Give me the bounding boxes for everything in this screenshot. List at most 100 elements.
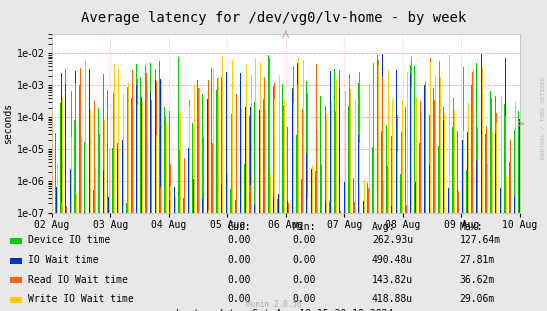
Bar <box>121 148 123 213</box>
Bar <box>515 102 516 213</box>
Bar <box>132 70 133 213</box>
Bar <box>354 202 355 213</box>
Bar <box>406 72 408 213</box>
Bar <box>273 86 274 213</box>
Text: 0.00: 0.00 <box>293 275 316 285</box>
Bar <box>268 55 269 213</box>
Bar <box>225 114 226 213</box>
Bar <box>123 94 124 213</box>
Bar <box>472 120 473 213</box>
Bar <box>216 90 217 213</box>
Bar <box>241 108 242 213</box>
Bar <box>359 72 360 213</box>
Bar <box>515 115 516 213</box>
Bar <box>463 67 464 213</box>
Bar <box>236 95 237 213</box>
Bar <box>321 164 322 213</box>
Bar <box>411 57 412 213</box>
Bar <box>118 86 119 213</box>
Bar <box>387 166 388 213</box>
Bar <box>79 85 80 213</box>
Bar <box>113 128 114 213</box>
Bar <box>416 97 417 213</box>
Bar <box>397 115 398 213</box>
Bar <box>311 169 312 213</box>
Bar <box>250 185 251 213</box>
Bar <box>444 131 445 213</box>
Y-axis label: seconds: seconds <box>3 103 13 144</box>
Bar <box>429 165 430 213</box>
Bar <box>462 140 463 213</box>
Bar <box>188 148 189 213</box>
Bar <box>81 136 82 213</box>
Bar <box>317 130 318 213</box>
Bar <box>296 135 297 213</box>
Bar <box>222 108 223 213</box>
Bar <box>85 59 86 213</box>
Bar <box>98 183 100 213</box>
Bar <box>255 94 256 213</box>
Bar <box>128 83 129 213</box>
Bar <box>468 103 469 213</box>
Bar <box>254 102 255 213</box>
Bar <box>425 82 426 213</box>
Bar <box>330 78 331 213</box>
Bar <box>226 72 227 213</box>
Bar <box>108 197 109 213</box>
Bar <box>84 142 85 213</box>
Bar <box>353 178 354 213</box>
Bar <box>378 60 379 213</box>
Bar <box>137 105 138 213</box>
Bar <box>240 148 241 213</box>
Bar <box>395 90 397 213</box>
Bar <box>359 143 360 213</box>
Bar <box>486 136 487 213</box>
Bar <box>293 103 294 213</box>
Bar <box>249 107 251 213</box>
Bar <box>180 113 181 213</box>
Bar <box>490 91 491 213</box>
Bar <box>100 89 101 213</box>
Bar <box>472 72 473 213</box>
Bar <box>161 80 162 213</box>
Bar <box>382 54 383 213</box>
Bar <box>373 63 374 213</box>
Bar <box>122 140 123 213</box>
Bar <box>316 205 317 213</box>
Bar <box>367 183 368 213</box>
Bar <box>71 137 72 213</box>
Bar <box>277 199 278 213</box>
Bar <box>109 149 110 213</box>
Bar <box>495 96 496 213</box>
Bar <box>368 188 369 213</box>
Bar <box>255 58 257 213</box>
Bar <box>326 182 327 213</box>
Bar <box>353 153 354 213</box>
Bar <box>501 96 502 213</box>
Bar <box>282 84 283 213</box>
Bar <box>197 193 199 213</box>
Bar <box>211 68 212 213</box>
Bar <box>264 186 265 213</box>
Bar <box>358 135 359 213</box>
Bar <box>89 69 90 213</box>
Bar <box>499 72 501 213</box>
Bar <box>307 93 308 213</box>
Text: Avg:: Avg: <box>372 222 395 232</box>
Bar <box>107 90 108 213</box>
Bar <box>80 68 81 213</box>
Bar <box>433 88 434 213</box>
Bar <box>452 127 453 213</box>
Bar <box>147 81 148 213</box>
Bar <box>141 97 142 213</box>
Text: IO Wait time: IO Wait time <box>28 255 99 265</box>
Bar <box>430 63 431 213</box>
Bar <box>439 61 440 213</box>
Text: 143.82u: 143.82u <box>372 275 413 285</box>
Bar <box>142 102 143 213</box>
Bar <box>254 204 255 213</box>
Bar <box>137 79 138 213</box>
Bar <box>170 164 171 213</box>
Bar <box>150 63 151 213</box>
Bar <box>194 85 195 213</box>
